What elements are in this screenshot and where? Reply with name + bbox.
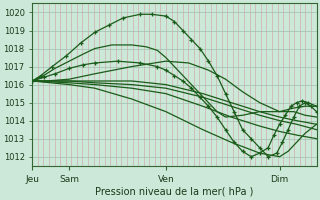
X-axis label: Pression niveau de la mer( hPa ): Pression niveau de la mer( hPa ) <box>95 187 253 197</box>
